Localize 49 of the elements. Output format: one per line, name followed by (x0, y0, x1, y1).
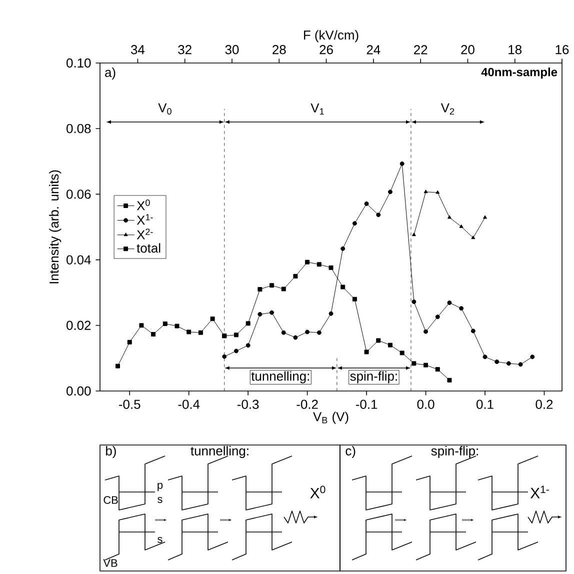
annotation: spin-flip: (350, 371, 397, 384)
x2-tick-label: 18 (508, 45, 522, 54)
text: VB (103, 559, 118, 567)
annotation: a) (105, 68, 116, 80)
x-tick-label: -0.1 (356, 400, 378, 409)
x-axis-title: V$_{B}$ (V) (313, 412, 348, 424)
x2-tick-label: 16 (556, 45, 569, 54)
y-tick-label: 0.06 (66, 190, 91, 199)
text: b) (106, 446, 116, 458)
x2-tick-label: 28 (272, 45, 286, 54)
annotation: V$_{2}$ (440, 103, 454, 115)
text: c) (346, 446, 356, 458)
x2-tick-label: 24 (366, 45, 380, 54)
x2-tick-label: 22 (414, 45, 428, 54)
x-tick-label: 0.2 (536, 400, 553, 409)
x-tick-label: -0.5 (119, 400, 140, 409)
legend-label: total (136, 243, 160, 253)
y-tick-label: 0.10 (66, 58, 91, 68)
x2-tick-label: 20 (461, 45, 474, 54)
text: tunnelling: (190, 446, 248, 458)
x2-tick-label: 30 (225, 45, 239, 54)
x2-tick-label: 26 (320, 45, 333, 54)
text: spin-flip: (431, 446, 478, 458)
text: p (158, 482, 163, 492)
legend-label: X$^{1-}$ (136, 214, 153, 225)
legend-label: X$^{0}$ (136, 199, 150, 210)
y-tick-label: 0.02 (66, 320, 91, 330)
text: s (158, 537, 162, 543)
x-tick-label: -0.4 (178, 400, 200, 409)
legend-label: X$^{2-}$ (136, 228, 153, 240)
annotation: 40nm-sample (481, 68, 558, 79)
y-tick-label: 0.08 (66, 124, 91, 134)
x-tick-label: 0.0 (417, 400, 434, 409)
text: X$^{0}$ (310, 486, 326, 498)
y-tick-label: 0.00 (66, 386, 91, 396)
annotation: V$_{0}$ (158, 103, 172, 115)
text: s (158, 497, 162, 503)
text: X$^{1-}$ (530, 486, 549, 498)
text: CB (104, 496, 118, 504)
x-tick-label: 0.1 (476, 400, 494, 409)
y-tick-label: 0.04 (66, 255, 91, 264)
annotation: tunnelling: (251, 371, 309, 384)
x2-tick-label: 32 (178, 45, 192, 54)
x-tick-label: -0.2 (296, 400, 318, 409)
y-axis-title: Intensity (arb. units) (49, 170, 62, 284)
x-tick-label: -0.3 (238, 400, 259, 409)
x2-tick-label: 34 (131, 45, 145, 54)
annotation: V$_{1}$ (310, 104, 324, 115)
x2-axis-title: F (kV/cm) (304, 30, 358, 42)
